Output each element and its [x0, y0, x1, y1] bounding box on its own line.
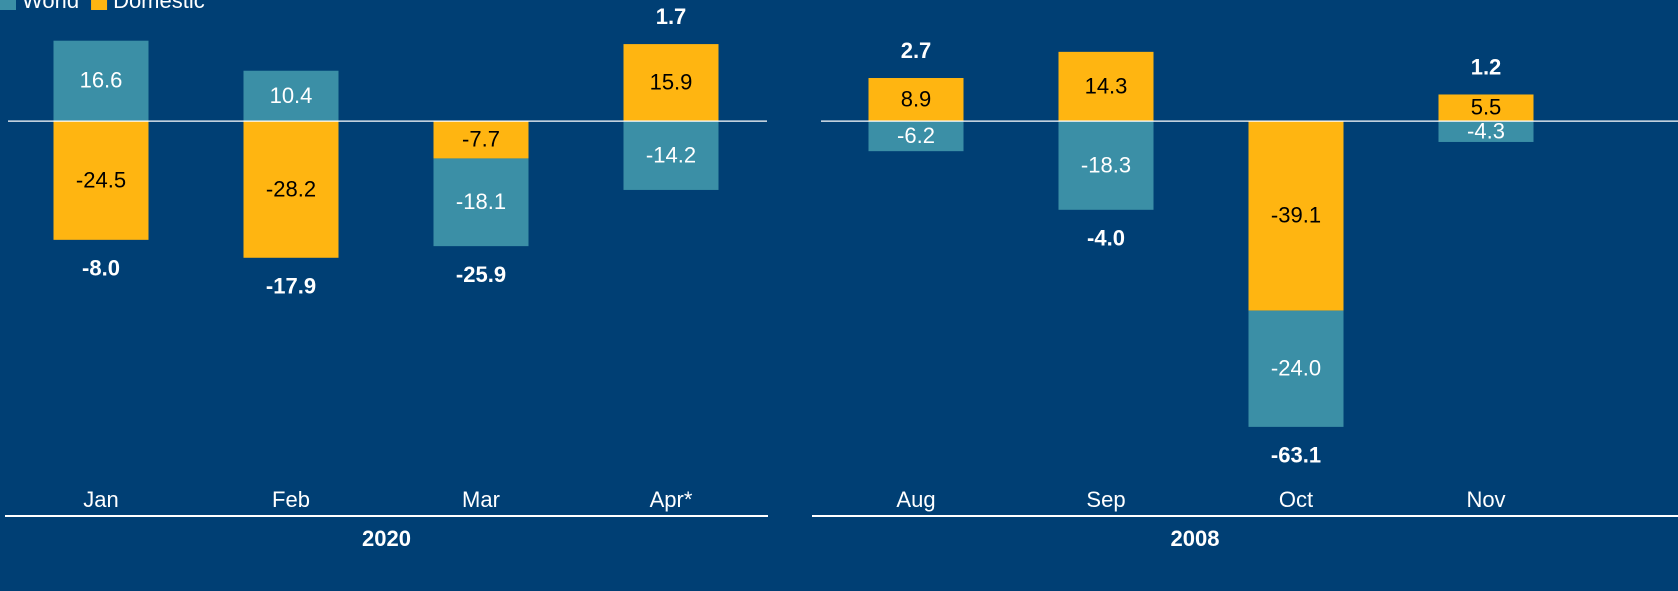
- total-label: -8.0: [82, 256, 120, 281]
- bar-value-label: -14.2: [646, 142, 696, 167]
- bar: [433, 121, 529, 159]
- x-tick-label: Mar: [462, 487, 500, 512]
- bar-value-label: -24.0: [1271, 356, 1321, 381]
- bar: [623, 121, 719, 190]
- bar: [243, 121, 339, 258]
- bar: [243, 70, 339, 122]
- total-label: -17.9: [266, 274, 316, 299]
- x-tick-label: Jan: [83, 487, 118, 512]
- x-tick-label: Aug: [896, 487, 935, 512]
- bar-value-label: -18.3: [1081, 152, 1131, 177]
- total-label: 2.7: [901, 38, 932, 63]
- bar-value-label: -18.1: [456, 189, 506, 214]
- x-tick-label: Sep: [1086, 487, 1125, 512]
- x-tick-label: Nov: [1466, 487, 1505, 512]
- bar: [53, 121, 149, 240]
- bar: [868, 121, 964, 152]
- total-label: -63.1: [1271, 443, 1321, 468]
- bar: [1438, 94, 1534, 122]
- bar: [1248, 310, 1344, 427]
- total-label: -25.9: [456, 262, 506, 287]
- x-tick-label: Feb: [272, 487, 310, 512]
- bar: [1058, 51, 1154, 122]
- legend-swatch: [91, 0, 108, 10]
- x-tick-label: Apr*: [650, 487, 693, 512]
- group-label: 2020: [362, 526, 411, 551]
- bar: [433, 158, 529, 247]
- bar: [868, 78, 964, 122]
- total-label: -4.0: [1087, 226, 1125, 251]
- bar-value-label: -6.2: [897, 123, 935, 148]
- bar-value-label: -28.2: [266, 176, 316, 201]
- bar-value-label: 16.6: [80, 68, 123, 93]
- total-label: 1.2: [1471, 54, 1502, 79]
- bar-value-label: -39.1: [1271, 203, 1321, 228]
- bar-value-label: 10.4: [270, 83, 313, 108]
- bar: [1438, 121, 1534, 142]
- bar-value-label: -24.5: [76, 167, 126, 192]
- bar: [1248, 121, 1344, 311]
- bar-value-label: 8.9: [901, 86, 932, 111]
- bar-value-label: 14.3: [1085, 73, 1128, 98]
- x-tick-label: Oct: [1279, 487, 1313, 512]
- total-label: 1.7: [656, 4, 687, 29]
- legend-swatch: [0, 0, 16, 10]
- bar: [1058, 121, 1154, 210]
- bar: [53, 40, 149, 122]
- legend-label: World: [22, 0, 79, 13]
- group-label: 2008: [1171, 526, 1220, 551]
- bar: [623, 44, 719, 122]
- bar-value-label: -4.3: [1467, 118, 1505, 143]
- bar-value-label: 5.5: [1471, 95, 1502, 120]
- bar-value-label: -7.7: [462, 127, 500, 152]
- legend-label: Domestic: [113, 0, 205, 13]
- bar-value-label: 15.9: [650, 69, 693, 94]
